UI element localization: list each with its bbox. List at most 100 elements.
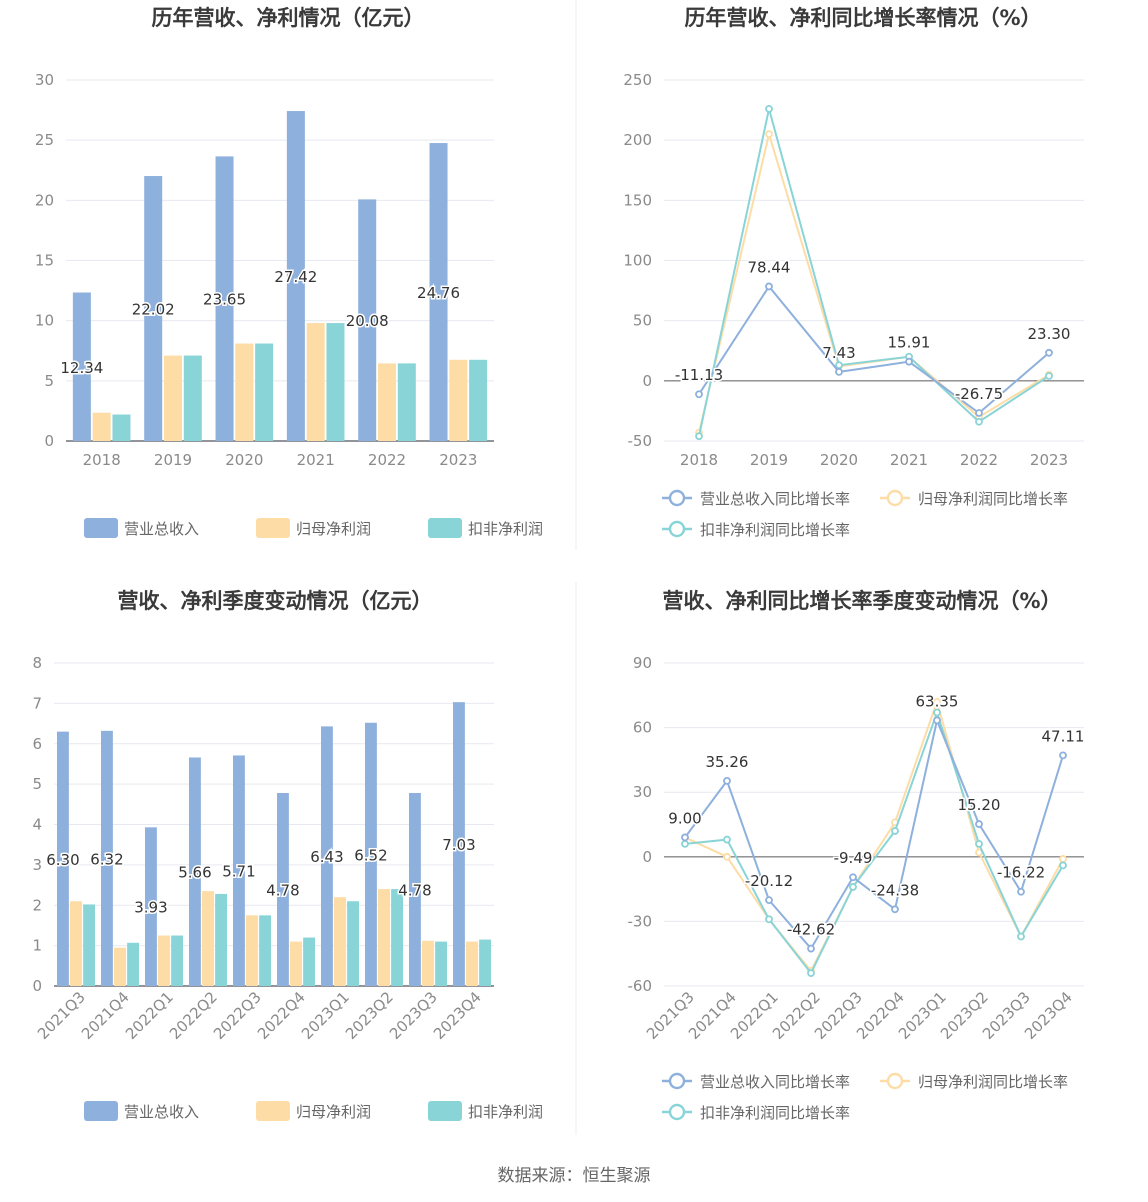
- bar: [215, 893, 228, 986]
- y-tick-label: 200: [623, 131, 652, 149]
- data-point: [905, 357, 913, 366]
- series-line: [684, 717, 1064, 951]
- y-tick-label: 2: [32, 896, 42, 914]
- data-point: [807, 944, 815, 953]
- data-label: 12.34: [60, 359, 103, 377]
- chart-title: 历年营收、净利同比增长率情况（%）: [684, 6, 1041, 30]
- data-point: [975, 820, 983, 828]
- x-tick-label: 2018: [680, 451, 718, 469]
- series-line: [684, 709, 1064, 975]
- data-point: [933, 708, 941, 717]
- y-tick-label: 5: [32, 775, 42, 793]
- bar: [202, 891, 214, 986]
- data-label: 78.44: [748, 258, 791, 276]
- bar: [466, 941, 478, 986]
- data-label: 5.66: [178, 864, 211, 882]
- data-point: [695, 390, 703, 399]
- x-tick-label: 2022Q3: [210, 988, 265, 1043]
- series-line: [698, 108, 1050, 437]
- x-tick-label: 2023: [1030, 451, 1068, 469]
- bar: [83, 904, 96, 986]
- y-tick-label: -30: [628, 912, 653, 930]
- chart-title: 历年营收、净利情况（亿元）: [152, 6, 425, 30]
- data-point: [933, 716, 941, 725]
- y-tick-label: 100: [623, 252, 652, 270]
- x-tick-label: 2023Q3: [386, 988, 441, 1043]
- data-label: 63.35: [916, 692, 959, 710]
- data-label: 15.91: [888, 334, 931, 352]
- data-point: [807, 969, 815, 977]
- annual-growth-rate-chart: 历年营收、净利同比增长率情况（%） -50 0 50 100 150 200 250 2018 2…: [623, 6, 1084, 539]
- y-tick-label: 8: [32, 654, 42, 672]
- legend-item: 营业总收入同比增长率: [700, 1073, 850, 1091]
- y-tick-label: 3: [32, 856, 42, 874]
- legend-swatch: [428, 1101, 462, 1121]
- data-label: 4.78: [398, 882, 431, 900]
- legend-swatch: [84, 1101, 118, 1121]
- data-label: -24.38: [871, 881, 919, 899]
- bar: [255, 343, 274, 441]
- legend-swatch: [428, 518, 462, 538]
- data-label: -11.13: [675, 366, 723, 384]
- chart-title: 营收、净利季度变动情况（亿元）: [118, 589, 433, 613]
- y-tick-label: 20: [35, 191, 54, 209]
- x-tick-label: 2021: [890, 451, 928, 469]
- x-tick-label: 2019: [154, 451, 192, 469]
- bar: [232, 755, 245, 986]
- legend-item: 归母净利润: [296, 1103, 371, 1121]
- data-point: [891, 827, 899, 835]
- bar: [114, 947, 126, 986]
- quarterly-growth-rate-chart: 营收、净利同比增长率季度变动情况（%）-60-3003060902021Q320…: [628, 589, 1086, 1122]
- y-tick-label: 50: [633, 312, 652, 330]
- x-tick-label: 2022Q4: [254, 988, 309, 1043]
- bar: [70, 901, 82, 986]
- bar: [127, 942, 140, 986]
- data-label: 4.78: [266, 882, 299, 900]
- y-tick-label: 25: [35, 131, 54, 149]
- bar: [435, 941, 448, 986]
- data-label: 23.65: [203, 291, 246, 309]
- data-label: 15.20: [958, 796, 1001, 814]
- data-point: [765, 104, 773, 113]
- legend-swatch: [84, 518, 118, 538]
- y-tick-label: 150: [623, 191, 652, 209]
- legend-item: 营业总收入: [124, 1103, 199, 1121]
- data-point: [835, 361, 843, 370]
- bar: [144, 827, 157, 986]
- bar: [259, 915, 272, 986]
- annual-revenue-profit-chart: 历年营收、净利情况（亿元） 0 5 10 15 20 25 30 2018 2019 2020 202…: [35, 6, 543, 538]
- data-point: [1059, 751, 1067, 760]
- legend-marker: [886, 489, 904, 507]
- legend-item: 归母净利润: [296, 520, 371, 538]
- x-tick-label: 2023: [439, 451, 477, 469]
- bar: [358, 199, 377, 441]
- data-point: [891, 905, 899, 914]
- bar: [171, 935, 184, 986]
- bar: [397, 363, 416, 441]
- y-tick-label: 0: [32, 977, 42, 995]
- data-label: 27.42: [274, 268, 317, 286]
- bar: [479, 939, 492, 986]
- legend-marker: [886, 1072, 904, 1090]
- legend-item: 营业总收入: [124, 520, 199, 538]
- bar: [183, 355, 202, 441]
- y-tick-label: 10: [35, 312, 54, 330]
- data-label: 35.26: [706, 753, 749, 771]
- quarterly-revenue-profit-chart: 营收、净利季度变动情况（亿元）0123456782021Q32021Q42022…: [32, 589, 543, 1121]
- bar: [326, 323, 345, 441]
- data-point: [975, 409, 983, 417]
- bar: [92, 412, 111, 441]
- legend-item: 营业总收入同比增长率: [700, 490, 850, 508]
- data-point: [975, 839, 983, 848]
- x-tick-label: 2020: [820, 451, 858, 469]
- legend-item: 扣非净利润同比增长率: [700, 1104, 850, 1122]
- y-tick-label: 250: [623, 71, 652, 89]
- data-point: [681, 839, 689, 848]
- data-label: -42.62: [787, 921, 835, 939]
- legend-marker: [668, 489, 686, 507]
- data-point: [933, 697, 941, 706]
- bar: [378, 363, 396, 441]
